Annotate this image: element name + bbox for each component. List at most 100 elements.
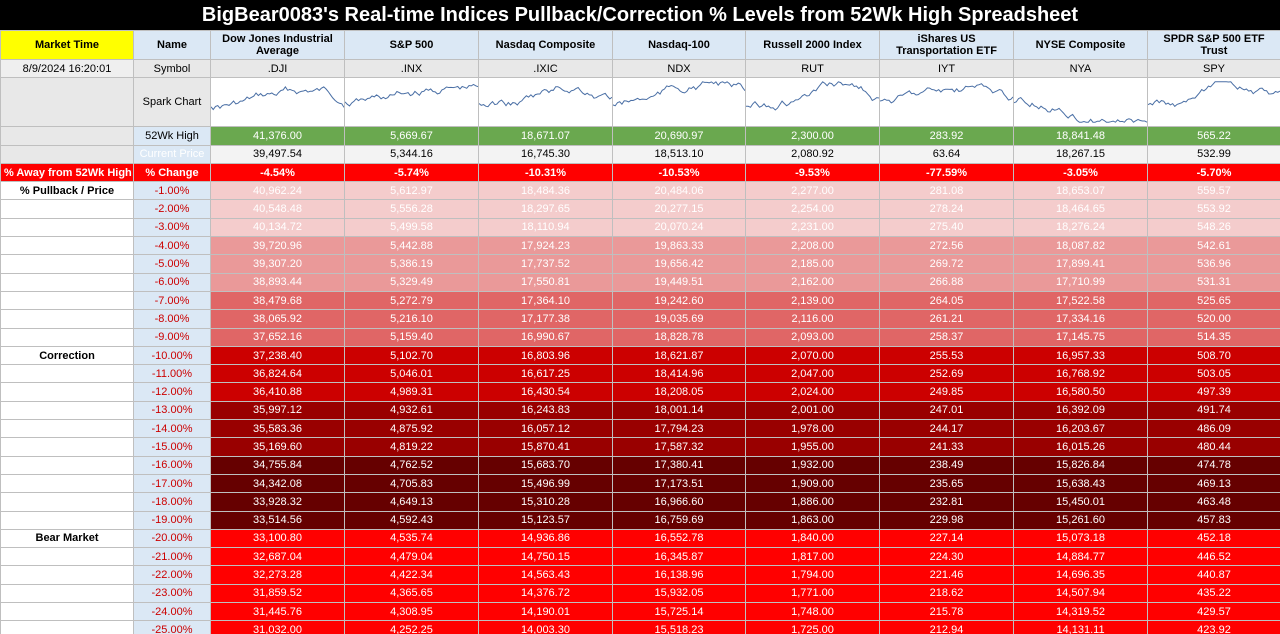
level-price-cell[interactable]: 17,380.41 [612, 455, 746, 475]
level-price-cell[interactable]: 16,768.92 [1013, 364, 1148, 384]
level-price-cell[interactable]: 16,015.26 [1013, 437, 1148, 457]
blank-cell[interactable] [0, 327, 134, 347]
level-price-cell[interactable]: 14,003.30 [478, 620, 613, 634]
blank-cell[interactable] [0, 199, 134, 219]
level-price-cell[interactable]: 14,319.52 [1013, 602, 1148, 622]
level-price-cell[interactable]: 17,522.58 [1013, 290, 1148, 311]
high-value-cell[interactable]: 5,669.67 [344, 126, 479, 146]
level-price-cell[interactable]: 269.72 [879, 254, 1014, 274]
level-price-cell[interactable]: 2,277.00 [745, 181, 880, 201]
level-price-cell[interactable]: 32,273.28 [210, 565, 345, 585]
level-price-cell[interactable]: 16,057.12 [478, 419, 613, 439]
level-price-cell[interactable]: 17,145.75 [1013, 327, 1148, 347]
level-price-cell[interactable]: 553.92 [1147, 199, 1280, 219]
level-price-cell[interactable]: 536.96 [1147, 254, 1280, 274]
level-price-cell[interactable]: 2,231.00 [745, 217, 880, 238]
level-price-cell[interactable]: 14,563.43 [478, 565, 613, 585]
level-price-cell[interactable]: 2,185.00 [745, 254, 880, 274]
level-price-cell[interactable]: 15,826.84 [1013, 455, 1148, 475]
level-price-cell[interactable]: 18,621.87 [612, 345, 746, 366]
level-price-cell[interactable]: 34,342.08 [210, 473, 345, 494]
level-price-cell[interactable]: 17,710.99 [1013, 272, 1148, 292]
level-price-cell[interactable]: 16,580.50 [1013, 382, 1148, 402]
level-price-cell[interactable]: 15,450.01 [1013, 492, 1148, 512]
level-price-cell[interactable]: 238.49 [879, 455, 1014, 475]
level-price-cell[interactable]: 255.53 [879, 345, 1014, 366]
level-price-cell[interactable]: 4,705.83 [344, 473, 479, 494]
level-price-cell[interactable]: 4,252.25 [344, 620, 479, 634]
level-price-cell[interactable]: 218.62 [879, 583, 1014, 604]
change-value-cell[interactable]: -77.59% [879, 162, 1014, 183]
pct-level-cell[interactable]: -4.00% [133, 236, 211, 256]
level-price-cell[interactable]: 1,771.00 [745, 583, 880, 604]
level-price-cell[interactable]: 37,652.16 [210, 327, 345, 347]
change-value-cell[interactable]: -5.74% [344, 162, 479, 183]
blank-cell[interactable] [0, 290, 134, 311]
level-price-cell[interactable]: 5,216.10 [344, 309, 479, 329]
level-price-cell[interactable]: 266.88 [879, 272, 1014, 292]
level-price-cell[interactable]: 429.57 [1147, 602, 1280, 622]
sparkline-chart[interactable] [344, 77, 479, 128]
index-name-cell[interactable]: Nasdaq-100 [612, 30, 746, 60]
level-price-cell[interactable]: 4,819.22 [344, 437, 479, 457]
section-label[interactable]: Bear Market [0, 528, 134, 549]
level-price-cell[interactable]: 2,208.00 [745, 236, 880, 256]
level-price-cell[interactable]: 264.05 [879, 290, 1014, 311]
level-price-cell[interactable]: 491.74 [1147, 400, 1280, 421]
away-from-high-label[interactable]: % Away from 52Wk High [0, 162, 134, 183]
blank-cell[interactable] [0, 620, 134, 634]
current-price-cell[interactable]: 532.99 [1147, 144, 1280, 164]
level-price-cell[interactable]: 548.26 [1147, 217, 1280, 238]
level-price-cell[interactable]: 249.85 [879, 382, 1014, 402]
level-price-cell[interactable]: 1,840.00 [745, 528, 880, 549]
blank-cell[interactable] [0, 547, 134, 567]
level-price-cell[interactable]: 39,720.96 [210, 236, 345, 256]
level-price-cell[interactable]: 33,100.80 [210, 528, 345, 549]
level-price-cell[interactable]: 4,762.52 [344, 455, 479, 475]
level-price-cell[interactable]: 17,364.10 [478, 290, 613, 311]
level-price-cell[interactable]: 16,966.60 [612, 492, 746, 512]
level-price-cell[interactable]: 35,997.12 [210, 400, 345, 421]
level-price-cell[interactable]: 1,909.00 [745, 473, 880, 494]
blank-cell[interactable] [0, 309, 134, 329]
level-price-cell[interactable]: 14,131.11 [1013, 620, 1148, 634]
blank-cell[interactable] [0, 510, 134, 530]
level-price-cell[interactable]: 2,047.00 [745, 364, 880, 384]
pct-level-cell[interactable]: -10.00% [133, 345, 211, 366]
level-price-cell[interactable]: 2,139.00 [745, 290, 880, 311]
spreadsheet-grid[interactable]: Market Time Name Dow Jones Industrial Aver… [0, 30, 1280, 634]
high-value-cell[interactable]: 41,376.00 [210, 126, 345, 146]
level-price-cell[interactable]: 18,110.94 [478, 217, 613, 238]
blank-cell[interactable] [0, 419, 134, 439]
level-price-cell[interactable]: 1,932.00 [745, 455, 880, 475]
level-price-cell[interactable]: 17,587.32 [612, 437, 746, 457]
level-price-cell[interactable]: 16,957.33 [1013, 345, 1148, 366]
level-price-cell[interactable]: 435.22 [1147, 583, 1280, 604]
level-price-cell[interactable]: 15,123.57 [478, 510, 613, 530]
level-price-cell[interactable]: 4,479.04 [344, 547, 479, 567]
level-price-cell[interactable]: 4,535.74 [344, 528, 479, 549]
level-price-cell[interactable]: 17,737.52 [478, 254, 613, 274]
pct-level-cell[interactable]: -19.00% [133, 510, 211, 530]
level-price-cell[interactable]: 4,649.13 [344, 492, 479, 512]
level-price-cell[interactable]: 20,277.15 [612, 199, 746, 219]
level-price-cell[interactable]: 457.83 [1147, 510, 1280, 530]
blank-cell[interactable] [0, 602, 134, 622]
level-price-cell[interactable]: 4,932.61 [344, 400, 479, 421]
level-price-cell[interactable]: 2,001.00 [745, 400, 880, 421]
level-price-cell[interactable]: 224.30 [879, 547, 1014, 567]
current-price-cell[interactable]: 18,267.15 [1013, 144, 1148, 164]
pct-level-cell[interactable]: -15.00% [133, 437, 211, 457]
level-price-cell[interactable]: 15,870.41 [478, 437, 613, 457]
level-price-cell[interactable]: 39,307.20 [210, 254, 345, 274]
level-price-cell[interactable]: 18,828.78 [612, 327, 746, 347]
pct-level-cell[interactable]: -13.00% [133, 400, 211, 421]
level-price-cell[interactable]: 37,238.40 [210, 345, 345, 366]
level-price-cell[interactable]: 16,430.54 [478, 382, 613, 402]
spark-blank-cell[interactable] [0, 77, 134, 128]
high-value-cell[interactable]: 283.92 [879, 126, 1014, 146]
high-value-cell[interactable]: 2,300.00 [745, 126, 880, 146]
blank-cell[interactable] [0, 364, 134, 384]
current-price-cell[interactable]: 63.64 [879, 144, 1014, 164]
level-price-cell[interactable]: 5,386.19 [344, 254, 479, 274]
